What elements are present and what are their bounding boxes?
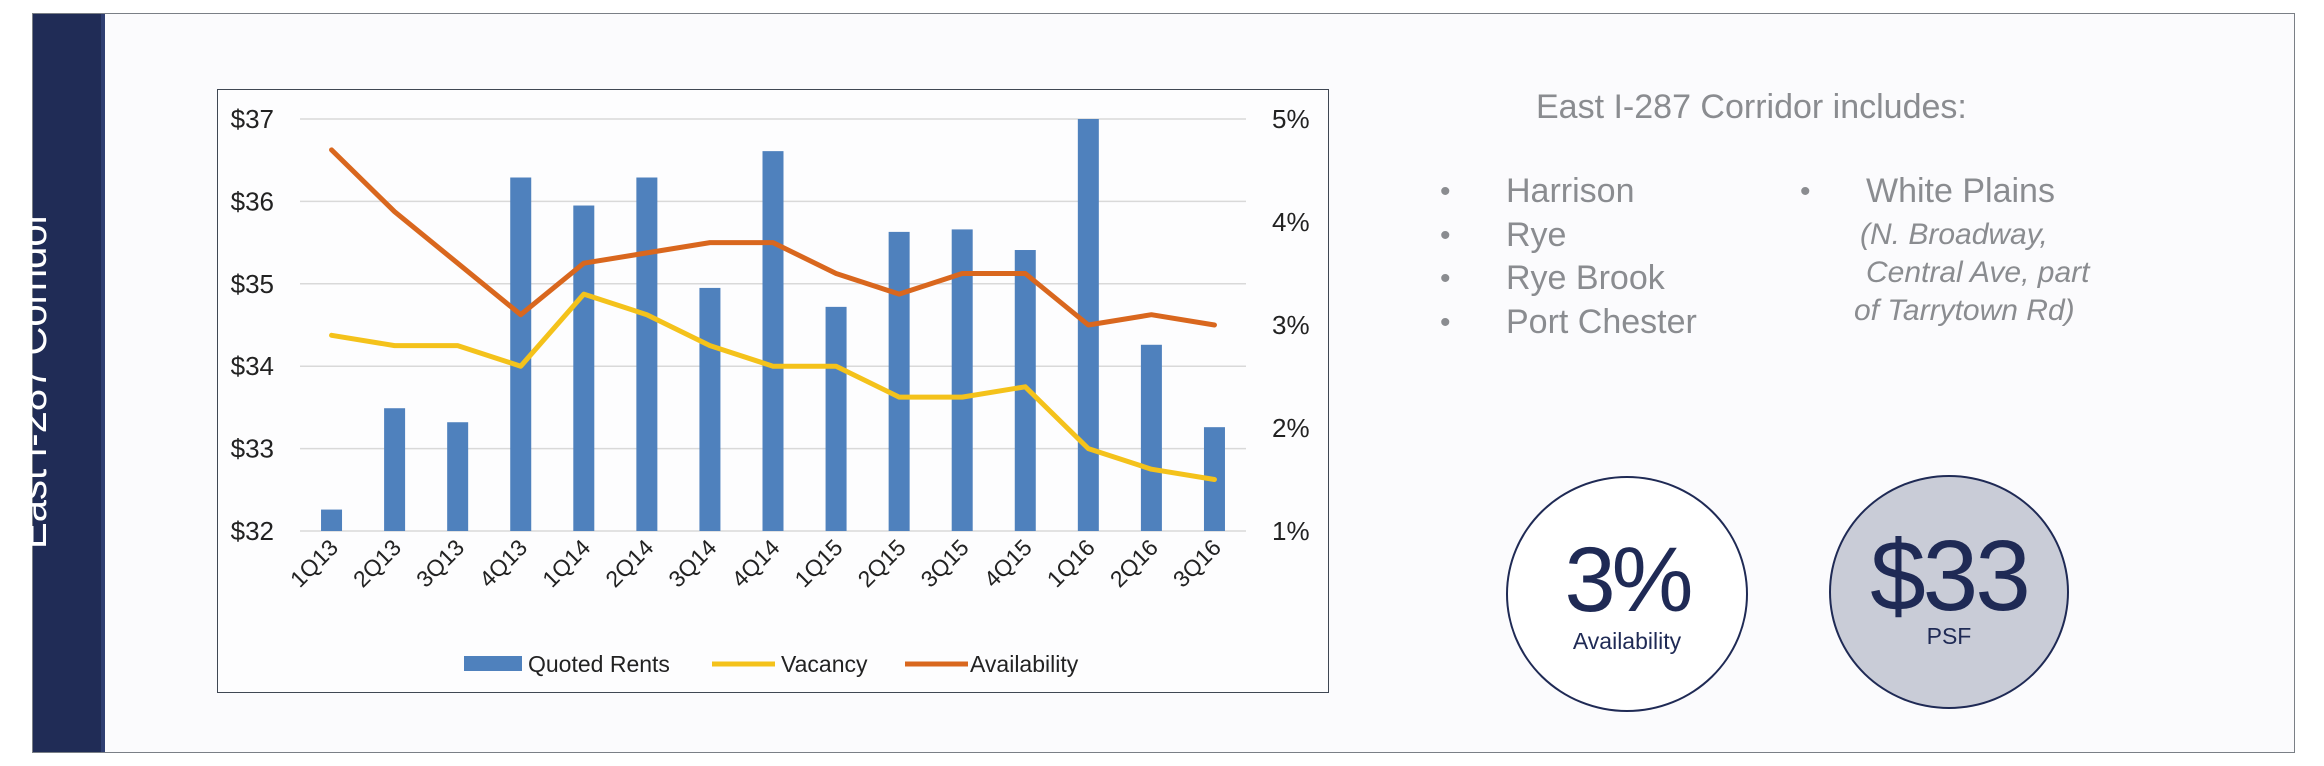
list-item: • Rye [1440, 214, 1697, 258]
y-right-tick-label: 1% [1272, 516, 1310, 546]
legend-label: Availability [970, 651, 1079, 677]
y-right-tick-label: 5% [1272, 104, 1310, 134]
legend-swatch-bar [464, 656, 522, 671]
white-plains-item: • White Plains (N. Broadway, Central Ave,… [1800, 170, 2089, 327]
location-label: Harrison [1506, 172, 1635, 210]
x-tick-label: 3Q16 [1168, 534, 1226, 592]
location-list: • Harrison • Rye • Rye Brook • Port Chester [1440, 170, 1697, 344]
x-tick-label: 3Q14 [663, 534, 721, 592]
bullet-icon: • [1800, 175, 1811, 208]
x-tick-label: 2Q13 [348, 534, 406, 592]
x-tick-label: 1Q16 [1042, 534, 1100, 592]
bullet-icon: • [1440, 218, 1451, 252]
location-label: Port Chester [1506, 302, 1697, 341]
line-availability [329, 147, 1217, 328]
rent-label: PSF [1926, 623, 1972, 649]
chart-panel: $32 $33 $34 $35 $36 $37 1% 2% 3% 4% 5% 1Q13 2Q13 3Q13… [217, 89, 1329, 693]
location-label: Rye Brook [1506, 259, 1665, 297]
y-right-tick-label: 4% [1272, 207, 1310, 237]
bar-quoted-rents [1014, 250, 1036, 532]
rent-stat-circle: $33 PSF [1829, 475, 2069, 709]
x-tick-label: 4Q15 [979, 534, 1037, 592]
white-plains-note-line: of Tarrytown Rd) [1854, 294, 2075, 327]
combo-chart: $32 $33 $34 $35 $36 $37 1% 2% 3% 4% 5% 1Q13 2Q13 3Q13… [231, 104, 1310, 677]
bar-quoted-rents [1140, 344, 1162, 531]
side-title: East I-287 Corridor [11, 211, 55, 549]
bullet-icon: • [1440, 262, 1451, 295]
line-vacancy [329, 291, 1217, 482]
list-item: • Port Chester [1440, 301, 1697, 345]
y-left-tick-label: $34 [231, 351, 274, 381]
availability-stat-circle: 3% Availability [1506, 476, 1748, 712]
side-bar [33, 14, 105, 752]
availability-value: 3% [1564, 529, 1694, 631]
bullet-icon: • [1440, 175, 1451, 208]
bar-quoted-rents [573, 205, 595, 531]
white-plains-note-line: Central Ave, part [1866, 256, 2090, 289]
bar-quoted-rents [321, 509, 343, 531]
bar-quoted-rents [951, 229, 973, 531]
rent-value: $33 [1870, 520, 2031, 632]
legend-label: Quoted Rents [528, 651, 670, 677]
x-tick-label: 2Q14 [600, 534, 658, 592]
x-tick-label: 4Q14 [726, 534, 784, 592]
legend-label: Vacancy [781, 651, 868, 677]
x-tick-label: 2Q16 [1105, 534, 1163, 592]
list-item: • White Plains [1800, 170, 2055, 214]
y-left-tick-label: $35 [231, 269, 274, 299]
bar-quoted-rents [447, 422, 469, 531]
side-bar-stripe [101, 14, 105, 752]
x-tick-label: 4Q13 [474, 534, 532, 592]
bar-quoted-rents [510, 177, 532, 531]
bar-quoted-rents [699, 287, 721, 531]
bar-quoted-rents [888, 231, 910, 531]
y-left-tick-label: $33 [231, 434, 274, 464]
bar-quoted-rents [636, 177, 658, 531]
y-right-tick-label: 3% [1272, 310, 1310, 340]
x-tick-label: 2Q15 [852, 534, 910, 592]
x-tick-label: 1Q13 [285, 534, 343, 592]
y-right-tick-label: 2% [1272, 413, 1310, 443]
x-tick-label: 1Q15 [789, 534, 847, 592]
x-tick-label: 3Q13 [411, 534, 469, 592]
white-plains-note-line: (N. Broadway, [1860, 218, 2048, 251]
bar-quoted-rents [825, 306, 847, 531]
x-tick-label: 1Q14 [537, 534, 595, 592]
location-label: White Plains [1866, 172, 2055, 210]
y-left-tick-label: $36 [231, 186, 274, 216]
location-label: Rye [1506, 215, 1567, 254]
y-left-tick-label: $37 [231, 104, 274, 134]
list-item: • Harrison [1440, 170, 1697, 214]
bar-quoted-rents [762, 151, 784, 532]
bullet-icon: • [1440, 305, 1451, 339]
includes-title: East I-287 Corridor includes: [1536, 88, 1967, 126]
availability-label: Availability [1572, 628, 1682, 654]
list-item: • Rye Brook [1440, 257, 1697, 301]
bar-quoted-rents [384, 408, 406, 531]
y-left-tick-label: $32 [231, 516, 274, 546]
x-tick-label: 3Q15 [916, 534, 974, 592]
